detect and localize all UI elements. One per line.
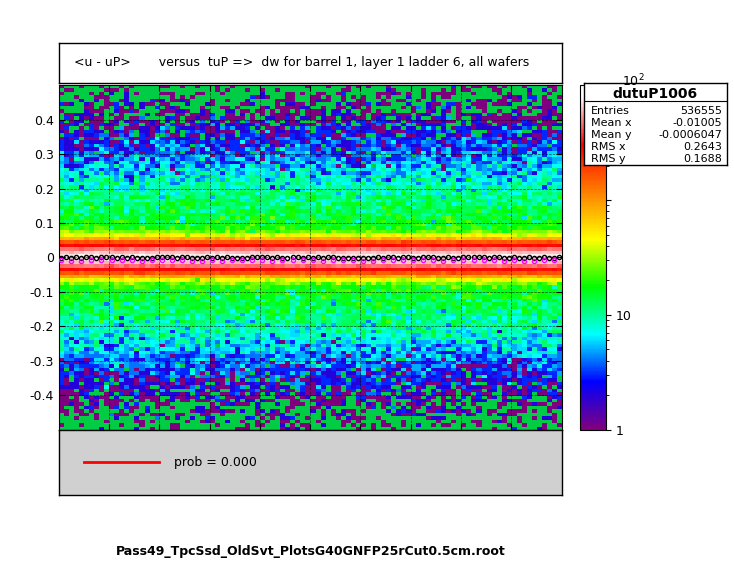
Text: 0.2643: 0.2643 <box>683 142 722 152</box>
Text: Mean x: Mean x <box>591 118 631 128</box>
Text: 0.1688: 0.1688 <box>683 154 722 164</box>
Text: prob = 0.000: prob = 0.000 <box>175 456 257 469</box>
Text: 536555: 536555 <box>680 106 722 116</box>
Text: $10^2$: $10^2$ <box>622 73 645 89</box>
Text: -0.01005: -0.01005 <box>673 118 722 128</box>
Text: RMS x: RMS x <box>591 142 625 152</box>
Text: RMS y: RMS y <box>591 154 625 164</box>
Text: dutuP1006: dutuP1006 <box>613 86 697 101</box>
Text: Entries: Entries <box>591 106 630 116</box>
Text: Mean y: Mean y <box>591 130 631 140</box>
Text: -0.0006047: -0.0006047 <box>658 130 722 140</box>
Text: <u - uP>       versus  tuP =>  dw for barrel 1, layer 1 ladder 6, all wafers: <u - uP> versus tuP => dw for barrel 1, … <box>74 56 529 69</box>
Text: Pass49_TpcSsd_OldSvt_PlotsG40GNFP25rCut0.5cm.root: Pass49_TpcSsd_OldSvt_PlotsG40GNFP25rCut0… <box>116 545 505 558</box>
